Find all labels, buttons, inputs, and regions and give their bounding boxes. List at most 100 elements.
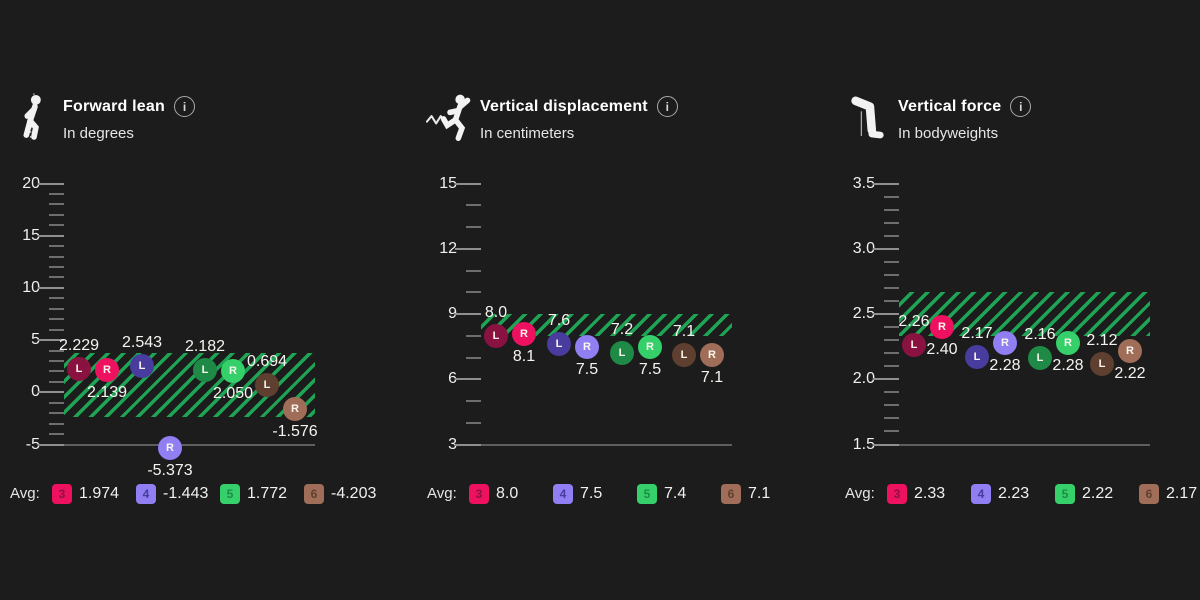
point-value-right: 2.22	[1114, 364, 1146, 382]
axis-minor-tick	[49, 213, 64, 216]
avg-step-chip: 5	[1055, 484, 1075, 504]
plot-area: 3.5 3.0 2.5 2.0 1.5 2.26 2.40 L R 2.17 2.28 L R 2.16 2…	[835, 0, 1200, 600]
data-point-left: L	[255, 373, 279, 398]
point-value-left: 2.17	[961, 325, 993, 343]
axis-minor-tick	[466, 204, 481, 207]
axis-minor-tick	[884, 365, 899, 368]
info-icon[interactable]: i	[1010, 96, 1032, 117]
leg-icon-svg	[851, 96, 884, 139]
avg-value: 2.22	[1082, 485, 1114, 502]
axis-minor-tick	[466, 334, 481, 337]
axis-tick-label: 0	[31, 383, 40, 401]
info-icon[interactable]: i	[173, 96, 195, 117]
axis-tick-label: 6	[448, 370, 457, 388]
axis-major-tick	[873, 378, 899, 381]
axis-minor-tick	[49, 318, 64, 321]
point-value-right: 2.28	[1052, 356, 1084, 374]
axis-tick-label: -5	[25, 435, 40, 453]
axis-minor-tick	[49, 401, 64, 404]
axis-baseline	[455, 443, 732, 446]
data-point-left: L	[902, 333, 926, 358]
chart-unit-label: In degrees	[63, 125, 134, 142]
point-value-right: 2.28	[989, 356, 1021, 374]
chart-unit-label: In bodyweights	[898, 125, 999, 142]
axis-tick-label: 12	[439, 239, 457, 257]
data-point-left: L	[547, 332, 571, 357]
point-value-right: 2.40	[926, 341, 958, 359]
point-value-right: 8.1	[512, 347, 536, 365]
point-value-right: 7.5	[575, 360, 599, 378]
info-icon[interactable]: i	[656, 96, 678, 117]
leg-icon	[843, 90, 893, 144]
axis-minor-tick	[49, 359, 64, 362]
axis-major-tick	[455, 313, 481, 315]
avg-value: 2.23	[998, 485, 1030, 502]
data-point-right: R	[158, 436, 182, 461]
axis-tick-label: 20	[22, 174, 40, 192]
axis-major-tick	[38, 339, 64, 342]
avg-value: -1.443	[163, 485, 209, 502]
data-point-right: R	[512, 321, 536, 346]
axis-major-tick	[455, 182, 481, 185]
plot-area: 20 15 10 5 0 -5 2.229 2.139 L R 2.543 -5.373 L R 2.182…	[0, 0, 400, 600]
data-point-left: L	[130, 353, 154, 378]
avg-step-chip: 4	[553, 484, 573, 504]
avg-step-chip: 3	[887, 484, 907, 504]
data-point-right: R	[993, 330, 1017, 355]
avg-value: 7.5	[580, 485, 603, 502]
axis-minor-tick	[49, 203, 64, 206]
axis-major-tick	[38, 391, 64, 394]
axis-major-tick	[873, 443, 899, 446]
avg-value: 1.974	[79, 485, 120, 502]
avg-step-chip: 3	[52, 484, 72, 504]
axis-tick-label: 2.5	[852, 305, 875, 322]
chart-title: Vertical force	[898, 97, 1002, 115]
point-value-left: 7.6	[547, 312, 571, 330]
axis-minor-tick	[49, 224, 64, 227]
axis-minor-tick	[884, 299, 899, 302]
point-value-left: 2.12	[1086, 331, 1118, 349]
chart-header: Vertical displacement i In centimeters	[480, 96, 678, 142]
avg-value: 2.33	[914, 485, 946, 502]
axis-minor-tick	[466, 226, 481, 228]
axis-tick-label: 2.0	[852, 370, 875, 388]
axis-tick-label: 3	[448, 435, 457, 453]
chart-title: Vertical displacement	[480, 97, 648, 115]
axis-minor-tick	[466, 356, 481, 359]
axis-minor-tick	[49, 266, 64, 269]
point-value-right: -5.373	[147, 462, 193, 480]
axis-minor-tick	[884, 417, 899, 420]
avg-value: 1.772	[247, 485, 288, 502]
point-value-left: 2.26	[898, 313, 930, 331]
point-value-right: 7.1	[700, 369, 724, 387]
axis-major-tick	[873, 247, 899, 250]
axis-minor-tick	[884, 286, 899, 289]
plot-area: 15 12 9 6 3 8.0 8.1 L R 7.6 7.5 L R 7.2 7.5 L R 7.1 7.1 L R 3…	[417, 0, 817, 600]
axis-minor-tick	[884, 326, 899, 329]
data-point-right: R	[930, 315, 954, 340]
axis-minor-tick	[884, 260, 899, 263]
axis-minor-tick	[49, 255, 64, 258]
point-value-left: 2.182	[184, 337, 226, 355]
axis-baseline	[873, 443, 1150, 446]
data-point-left: L	[1090, 351, 1114, 376]
axis-minor-tick	[884, 391, 899, 394]
axis-minor-tick	[884, 430, 899, 433]
axis-minor-tick	[884, 234, 899, 237]
target-zone	[481, 314, 732, 336]
data-point-left: L	[610, 341, 634, 366]
data-point-left: L	[67, 357, 91, 382]
axis-minor-tick	[884, 273, 899, 276]
avg-step-chip: 6	[1139, 484, 1159, 504]
axis-tick-label: 15	[439, 174, 457, 192]
axis-tick-label: 9	[448, 305, 457, 322]
axis-major-tick	[38, 234, 64, 237]
axis-minor-tick	[49, 422, 64, 425]
avg-row-label: Avg:	[427, 485, 457, 502]
chart-panel-vertical-force: Vertical force i In bodyweights 3.5 3.0 2.…	[835, 0, 1200, 600]
axis-minor-tick	[49, 192, 64, 195]
axis-minor-tick	[884, 195, 899, 198]
point-value-left: 8.0	[484, 303, 508, 321]
point-value-left: 2.543	[121, 333, 163, 351]
